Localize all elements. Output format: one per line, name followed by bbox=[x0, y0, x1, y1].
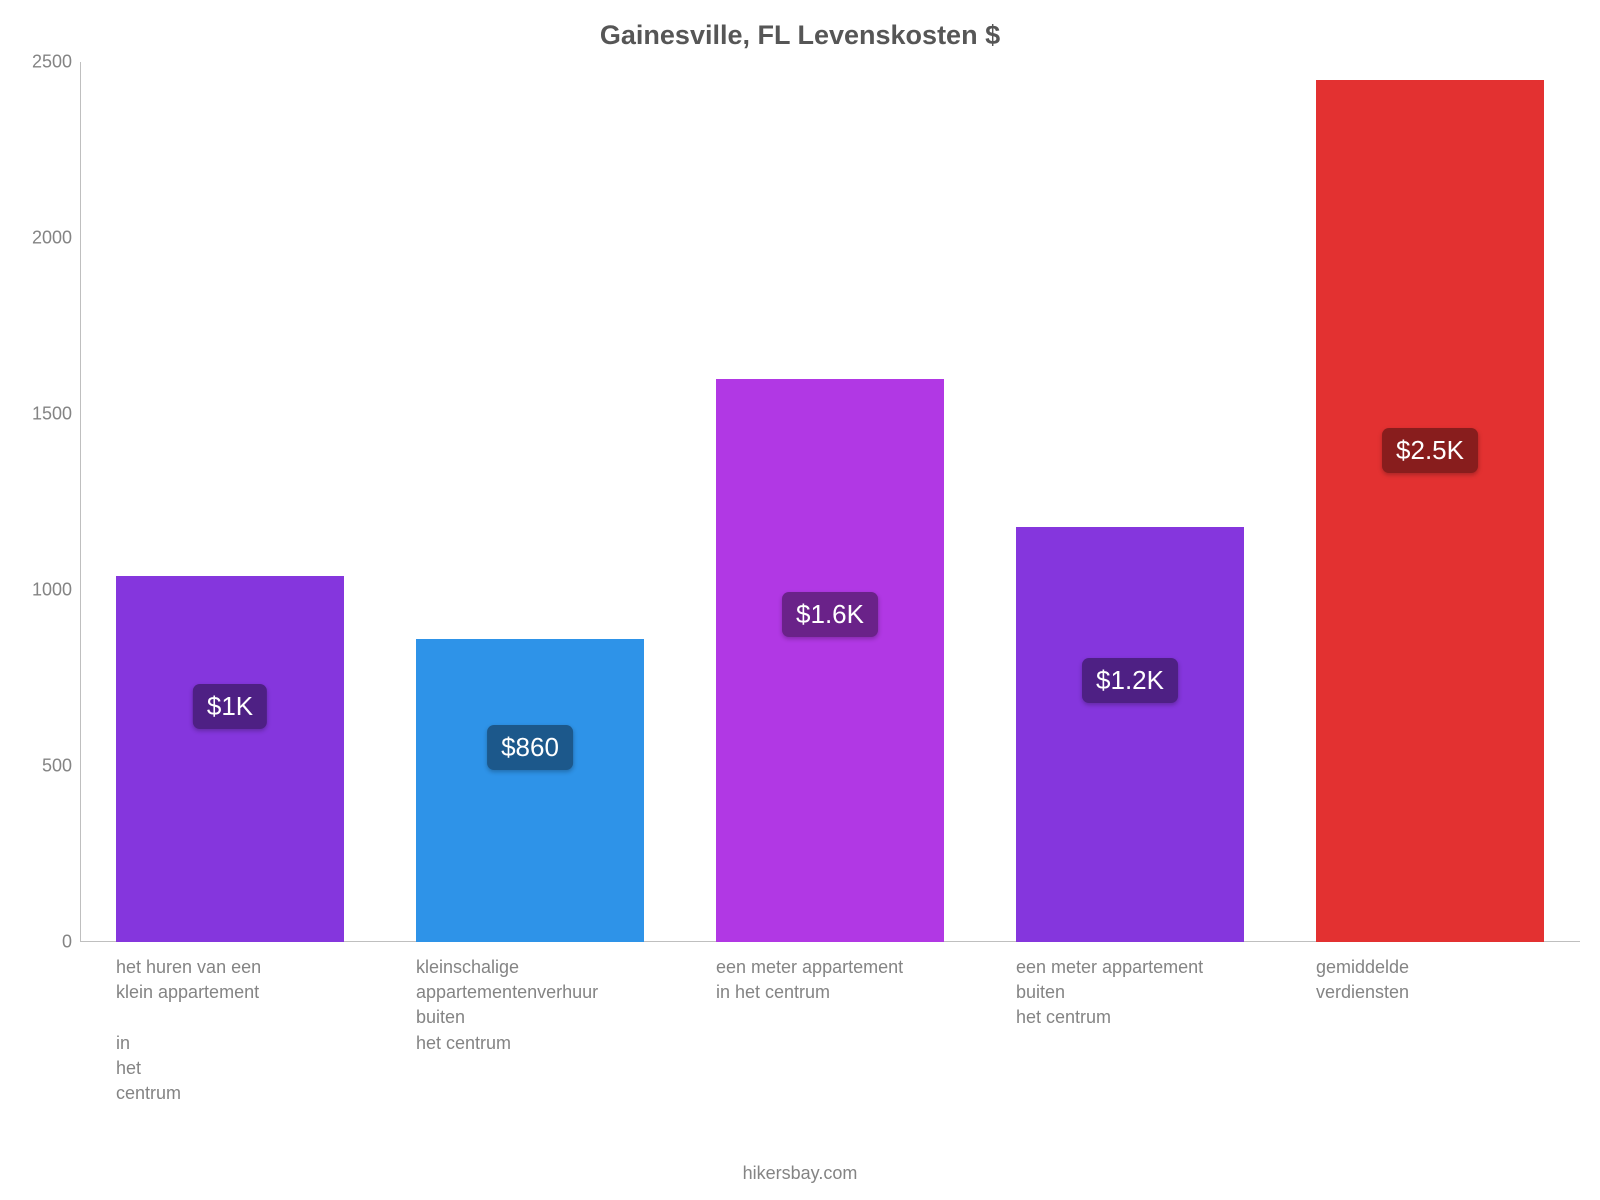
bar-value-label: $1.6K bbox=[782, 592, 878, 637]
y-tick-label: 1000 bbox=[32, 580, 72, 601]
x-tick-label: kleinschaligeappartementenverhuurbuitenh… bbox=[416, 955, 674, 1056]
y-tick-label: 2000 bbox=[32, 228, 72, 249]
y-tick-label: 500 bbox=[42, 756, 72, 777]
bar bbox=[1316, 80, 1544, 942]
bar bbox=[1016, 527, 1244, 942]
x-tick-label: een meter appartementbuitenhet centrum bbox=[1016, 955, 1274, 1031]
bar-value-label: $860 bbox=[487, 725, 573, 770]
cost-of-living-chart: Gainesville, FL Levenskosten $ hikersbay… bbox=[0, 0, 1600, 1200]
bar bbox=[416, 639, 644, 942]
chart-footer: hikersbay.com bbox=[743, 1163, 858, 1184]
bar-value-label: $2.5K bbox=[1382, 428, 1478, 473]
bar-value-label: $1K bbox=[193, 684, 267, 729]
x-tick-label: het huren van eenklein appartement inhet… bbox=[116, 955, 374, 1106]
bar-value-label: $1.2K bbox=[1082, 658, 1178, 703]
bar bbox=[716, 379, 944, 942]
y-tick-label: 0 bbox=[62, 932, 72, 953]
y-tick-label: 1500 bbox=[32, 404, 72, 425]
x-tick-label: een meter appartementin het centrum bbox=[716, 955, 974, 1005]
bar bbox=[116, 576, 344, 942]
y-tick-label: 2500 bbox=[32, 52, 72, 73]
chart-title: Gainesville, FL Levenskosten $ bbox=[600, 20, 1000, 51]
x-tick-label: gemiddeldeverdiensten bbox=[1316, 955, 1574, 1005]
